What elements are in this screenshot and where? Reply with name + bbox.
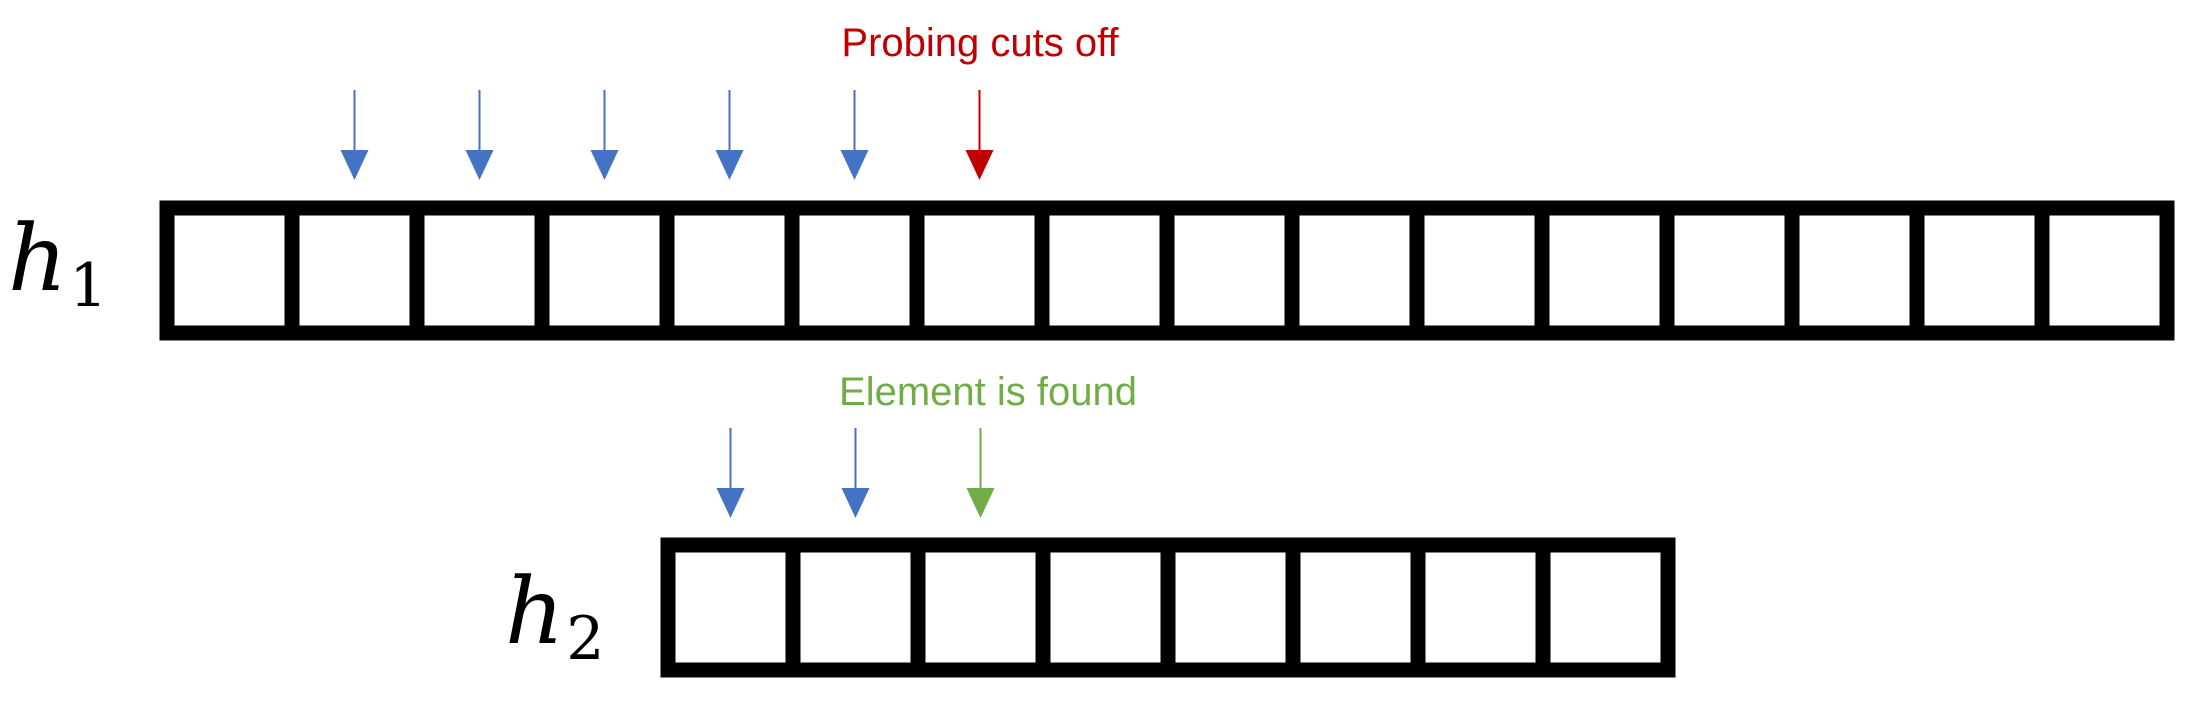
table-h1-label: h1	[8, 205, 107, 321]
table-h2-label: h2	[505, 558, 604, 674]
probe-arrow-icon	[340, 90, 369, 180]
probe-arrow-icon	[590, 90, 619, 180]
table-h2-label-sub: 2	[566, 604, 604, 674]
found-arrow-icon	[966, 428, 995, 518]
table-h2	[660, 537, 1676, 678]
probe-arrow-icon	[716, 428, 745, 518]
table-h2-label-base: h	[505, 558, 564, 665]
probe-arrow-icon	[465, 90, 494, 180]
table-h1-caption: Probing cuts off	[841, 21, 1119, 65]
table-h2-probe-arrows	[716, 428, 995, 518]
table-h1-label-sub: 1	[69, 251, 107, 321]
table-h2-caption: Element is found	[839, 370, 1137, 414]
table-h1-cell	[2034, 200, 2175, 341]
probe-arrow-icon	[715, 90, 744, 180]
table-h1	[159, 200, 2175, 341]
probe-arrow-icon	[840, 90, 869, 180]
probe-arrow-icon	[841, 428, 870, 518]
cutoff-arrow-icon	[965, 90, 994, 180]
table-h1-label-base: h	[8, 205, 67, 312]
table-h1-probe-arrows	[340, 90, 994, 180]
table-h2-cell	[1535, 537, 1676, 678]
